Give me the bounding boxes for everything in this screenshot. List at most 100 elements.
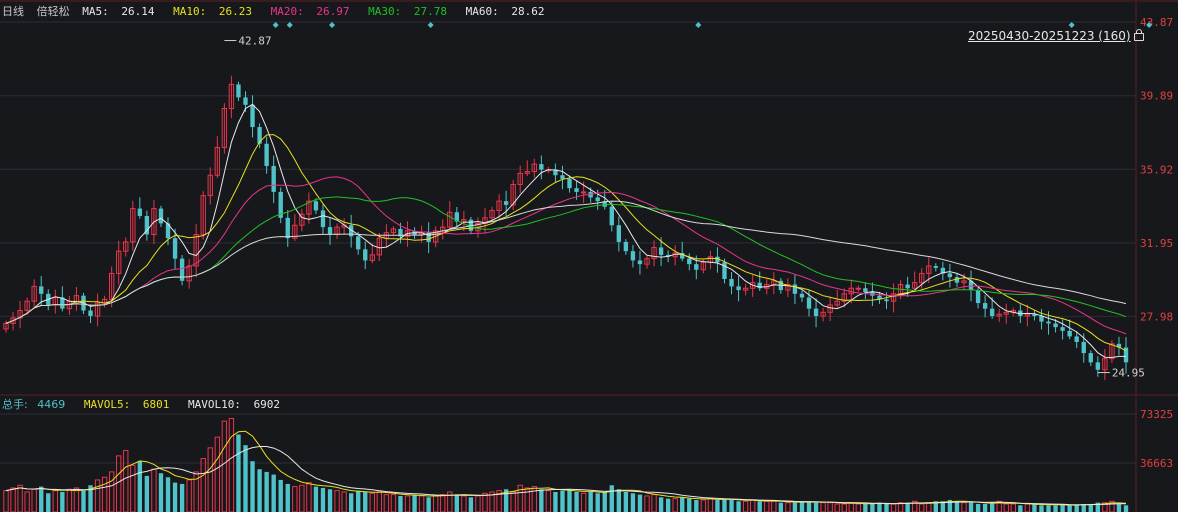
volume-bar xyxy=(792,502,798,512)
candle-body xyxy=(299,213,305,226)
event-marker xyxy=(1146,22,1153,28)
volume-bar xyxy=(954,501,960,512)
candle-body xyxy=(447,211,453,228)
volume-bar xyxy=(1074,505,1079,512)
volume-bar xyxy=(1010,503,1016,512)
volume-bar xyxy=(609,485,614,512)
volume-bar xyxy=(137,461,143,512)
volume-bar xyxy=(989,502,995,512)
candle-body xyxy=(813,308,819,317)
volume-bar xyxy=(961,502,967,512)
volume-bar xyxy=(341,491,347,512)
volume-bar xyxy=(778,502,784,512)
volume-bar xyxy=(3,490,9,512)
volume-bar xyxy=(144,475,150,512)
volume-bar xyxy=(855,503,862,512)
volume-bar xyxy=(687,498,692,512)
candle-body xyxy=(186,265,192,282)
volume-bar xyxy=(433,495,439,512)
volume-bar xyxy=(1095,502,1101,512)
candle-body xyxy=(687,258,692,265)
volume-bar xyxy=(228,417,235,512)
volume-bar xyxy=(24,491,30,512)
volume-bar xyxy=(404,495,411,512)
candle-body xyxy=(553,169,558,176)
candle-body xyxy=(376,237,383,256)
candle-body xyxy=(700,261,707,271)
volume-bar xyxy=(207,447,213,512)
volume-bar xyxy=(560,490,565,512)
candle-body xyxy=(961,280,967,284)
candle-body xyxy=(1102,358,1108,371)
candle-body xyxy=(834,300,840,306)
volume-bar xyxy=(151,468,157,512)
volume-bar xyxy=(651,494,657,512)
candle-body xyxy=(271,165,276,192)
candle-body xyxy=(623,241,629,252)
candle-body xyxy=(24,300,30,311)
volume-bar xyxy=(1116,503,1122,512)
volume-label: 总手: 4469 xyxy=(2,398,66,411)
high-label: 42.87 xyxy=(238,35,271,48)
candle-body xyxy=(158,208,164,224)
volume-bar xyxy=(376,491,383,512)
candle-body xyxy=(243,97,248,105)
volume-bar xyxy=(658,497,664,512)
volume-bar xyxy=(475,495,481,512)
volume-header: 总手: 4469 MAVOL5: 6801 MAVOL10: 6902 xyxy=(2,397,292,413)
volume-bar xyxy=(496,490,502,512)
volume-bar xyxy=(813,502,819,512)
date-range-label[interactable]: 20250430-20251223 (160) xyxy=(968,29,1144,43)
candle-body xyxy=(10,317,16,324)
volume-bar xyxy=(1018,505,1023,512)
volume-bar xyxy=(1060,503,1065,512)
candle-body xyxy=(1123,347,1129,363)
volume-bar xyxy=(363,491,368,512)
y-tick-label: 39.89 xyxy=(1140,90,1173,103)
lock-icon[interactable] xyxy=(1133,29,1144,41)
volume-bar xyxy=(799,501,805,512)
candle-body xyxy=(863,288,868,292)
volume-bar xyxy=(306,482,312,512)
candle-body xyxy=(461,219,467,223)
candle-body xyxy=(1039,316,1044,322)
volume-bar xyxy=(665,498,671,512)
ma10-line xyxy=(5,134,1127,352)
candle-body xyxy=(855,287,862,290)
y-tick-label: 73325 xyxy=(1140,408,1173,421)
volume-bar xyxy=(574,491,579,512)
volume-bar xyxy=(940,501,946,512)
candle-body xyxy=(715,256,720,263)
candle-body xyxy=(968,280,974,291)
volume-bar xyxy=(39,486,44,512)
candle-body xyxy=(88,310,93,317)
candle-body xyxy=(172,238,178,259)
candle-body xyxy=(207,174,213,197)
candle-body xyxy=(468,219,474,231)
candle-body xyxy=(510,183,516,206)
volume-bar xyxy=(1088,503,1093,512)
volume-bar xyxy=(602,491,607,512)
volume-bar xyxy=(672,498,678,512)
y-tick-label: 27.98 xyxy=(1140,310,1173,323)
volume-bar xyxy=(31,488,37,512)
volume-bar xyxy=(749,499,756,512)
candle-body xyxy=(165,223,171,239)
volume-bar xyxy=(1081,503,1086,512)
candle-body xyxy=(975,290,981,304)
candle-body xyxy=(560,175,565,179)
volume-bar xyxy=(468,497,474,512)
event-marker xyxy=(427,22,434,28)
volume-bar xyxy=(108,471,115,512)
volume-bar xyxy=(10,487,16,512)
volume-bar xyxy=(81,490,86,512)
volume-bar xyxy=(975,503,981,512)
volume-bar xyxy=(694,499,699,512)
volume-bar xyxy=(278,479,283,512)
candle-body xyxy=(658,247,664,255)
candle-body xyxy=(1109,343,1115,360)
volume-bar xyxy=(820,502,826,512)
candle-body xyxy=(637,260,643,265)
volume-bar xyxy=(186,479,192,512)
candle-body xyxy=(1018,310,1023,317)
